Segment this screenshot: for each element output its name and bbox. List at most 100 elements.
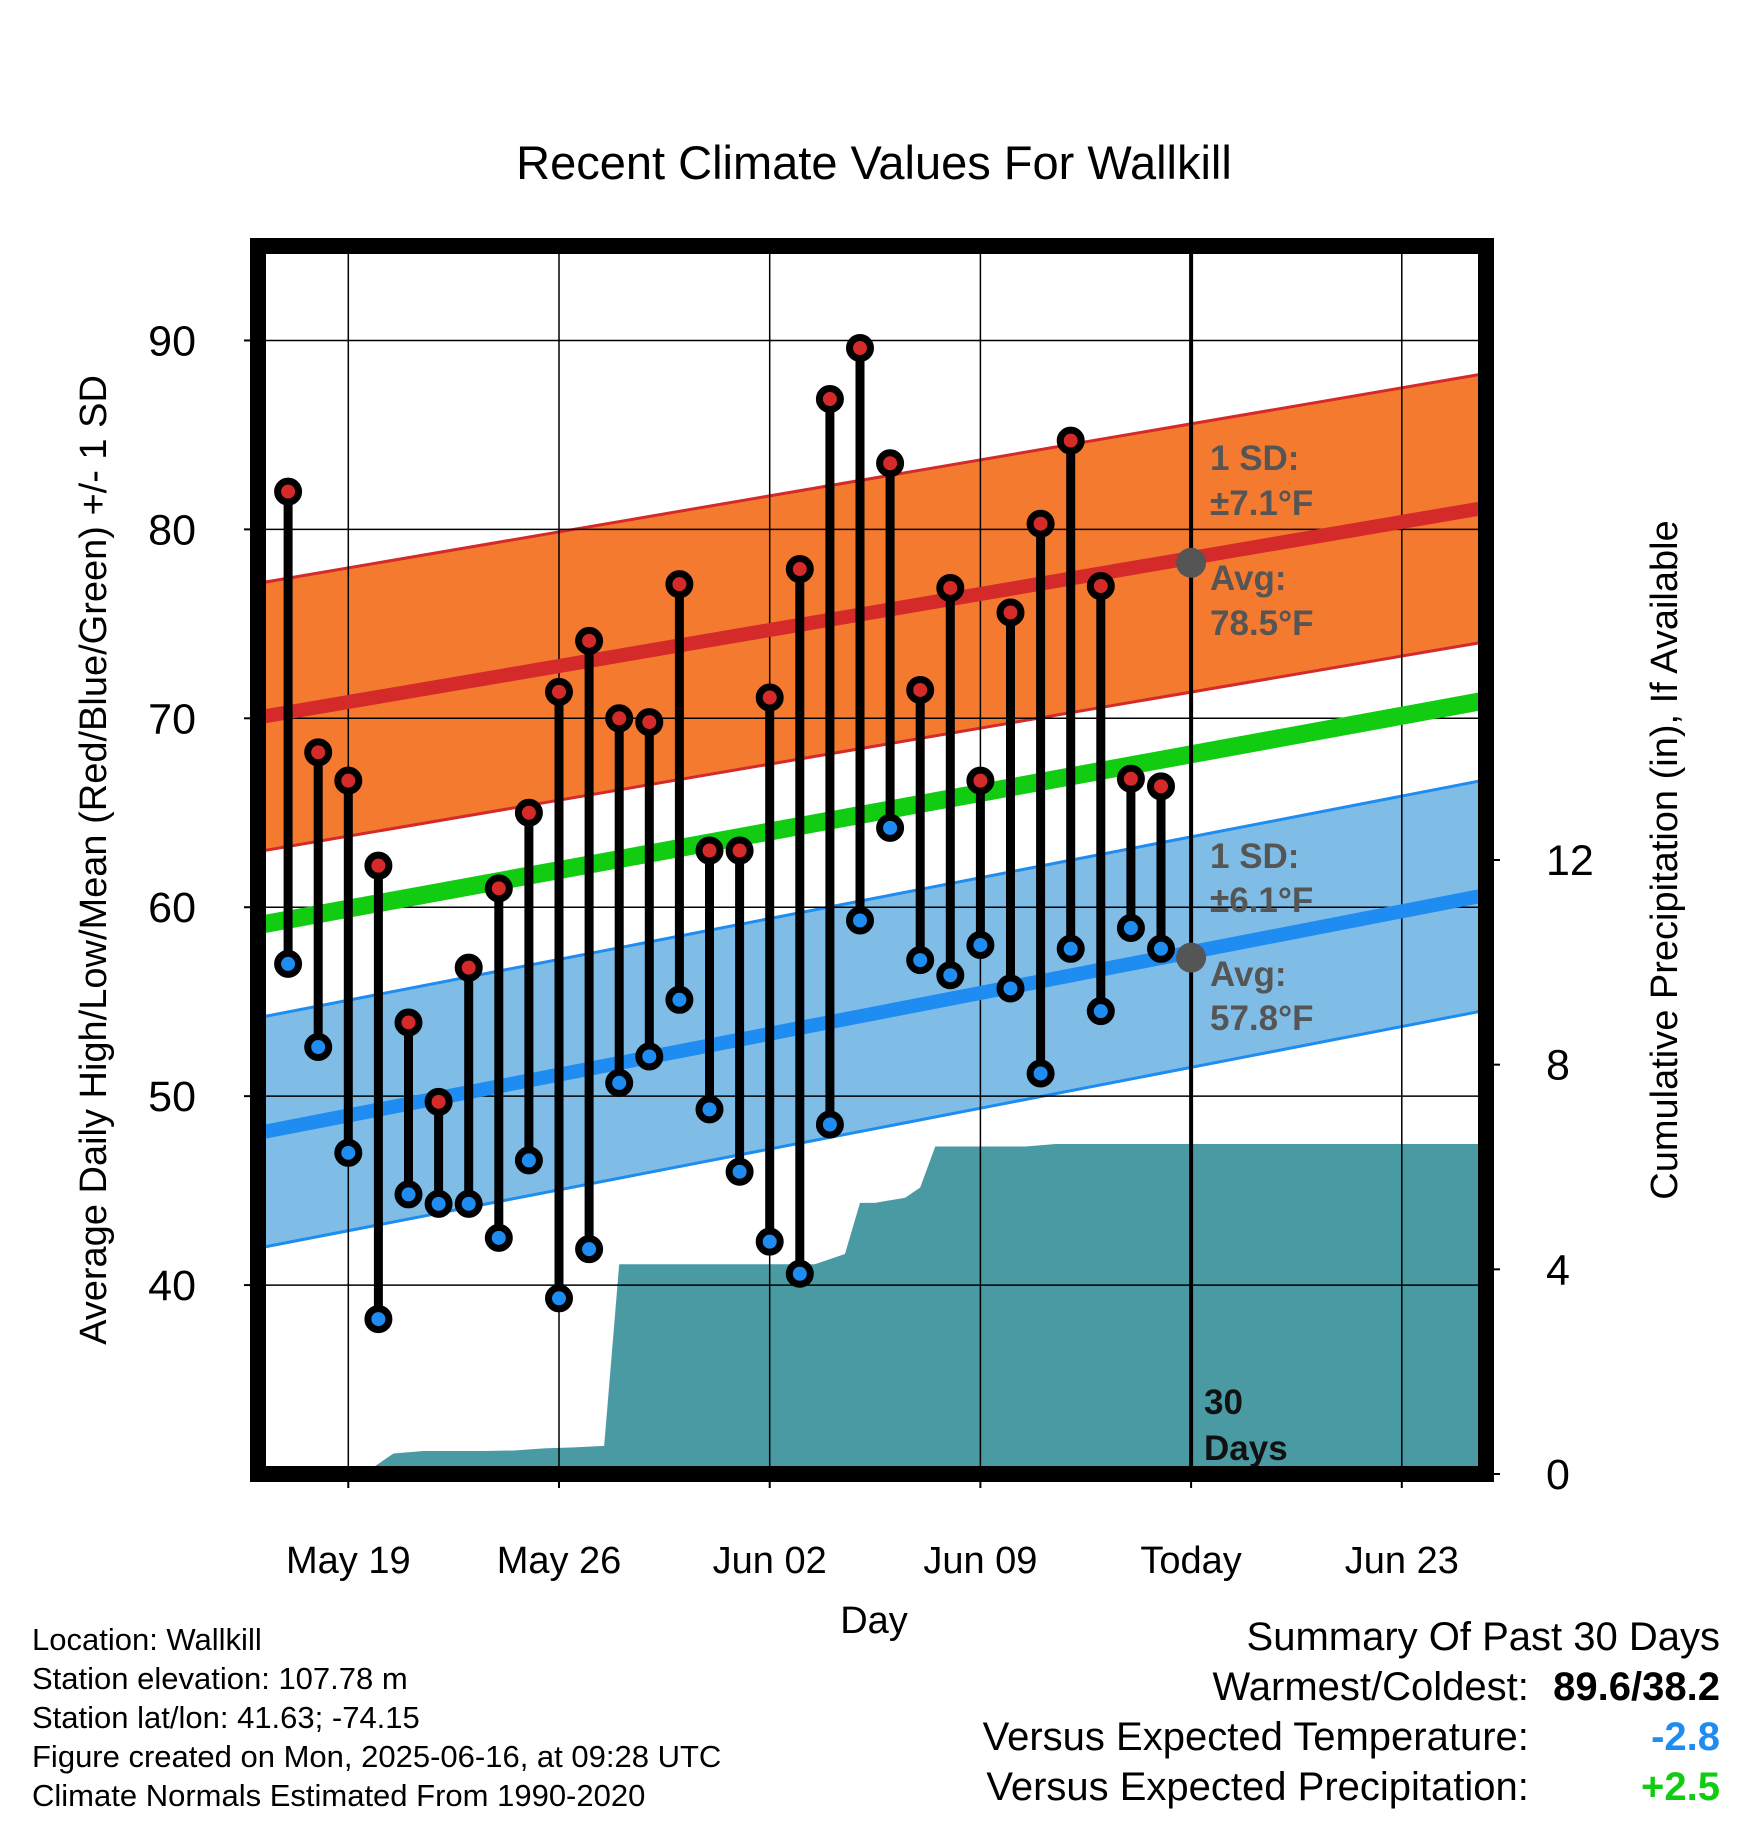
high-point [304, 738, 333, 767]
low-point [545, 1284, 573, 1313]
temp-anomaly-label: Versus Expected Temperature: [982, 1715, 1529, 1759]
precip-anomaly-label: Versus Expected Precipitation: [986, 1765, 1529, 1809]
created-text: Figure created on Mon, 2025-06-16, at 09… [32, 1739, 722, 1774]
today-avg-low-marker [1176, 942, 1207, 973]
high-point [635, 708, 664, 737]
low-point [755, 1227, 784, 1256]
low-point [996, 974, 1025, 1003]
precip-area [363, 1143, 1486, 1474]
normal-high-line [258, 500, 1486, 725]
low-point [484, 1223, 513, 1252]
low-point [364, 1305, 393, 1334]
x-tick-label: Jun 23 [1345, 1540, 1459, 1582]
x-tick-label: May 19 [286, 1540, 411, 1582]
x-tick-label: Today [1140, 1540, 1241, 1582]
x-tick-label: Jun 02 [713, 1540, 827, 1582]
high-point [394, 1008, 423, 1037]
low-point [1147, 934, 1175, 963]
warm-cold-label: Warmest/Coldest: [1212, 1665, 1529, 1709]
location-text: Location: Wallkill [32, 1622, 262, 1657]
warm-cold-row: Warmest/Coldest: 89.6/38.2 [983, 1662, 1721, 1712]
high-avg-value: 78.5°F [1210, 604, 1314, 643]
low-point [906, 946, 935, 975]
y-tick-label: 60 [148, 884, 196, 932]
summary-panel: Summary Of Past 30 Days Warmest/Coldest:… [983, 1612, 1720, 1812]
y-tick-label: 70 [148, 695, 196, 743]
elevation-text: Station elevation: 107.78 m [32, 1661, 408, 1696]
high-point [815, 385, 844, 414]
low-point [785, 1259, 814, 1288]
period-count-label: 30 [1204, 1383, 1243, 1422]
y2-axis-label: Cumulative Precipitation (in), If Availa… [1644, 520, 1686, 1199]
summary-title: Summary Of Past 30 Days [1246, 1615, 1720, 1659]
low-point [304, 1033, 333, 1062]
temp-anomaly-row: Versus Expected Temperature: -2.8 [983, 1712, 1720, 1762]
chart-title: Recent Climate Values For Wallkill [516, 136, 1232, 189]
today-avg-high-marker [1176, 547, 1207, 578]
low-point [1086, 997, 1115, 1026]
y-tick-label: 50 [148, 1073, 196, 1121]
high-point [906, 675, 935, 704]
high-point [334, 766, 363, 795]
high-point [695, 836, 724, 865]
x-tick-label: Jun 09 [923, 1540, 1037, 1582]
high-point [876, 449, 905, 478]
high-point [514, 798, 543, 827]
high-point [605, 704, 634, 733]
high-point [846, 334, 874, 363]
y2-tick-label: 4 [1546, 1246, 1570, 1294]
low-avg-label: Avg: [1210, 955, 1286, 994]
precip-anomaly-value: +2.5 [1641, 1765, 1720, 1809]
low-point [665, 985, 694, 1014]
x-tick-label: May 26 [497, 1540, 622, 1582]
low-point [966, 931, 995, 960]
low-point [815, 1110, 844, 1139]
high-point [1116, 764, 1145, 793]
high-point [274, 477, 303, 506]
y-axis-label: Average Daily High/Low/Mean (Red/Blue/Gr… [73, 375, 115, 1345]
high-point [1026, 509, 1055, 538]
high-sd-label: 1 SD: [1210, 439, 1299, 478]
y2-tick-label: 12 [1546, 837, 1594, 885]
low-point [876, 813, 905, 842]
high-point [364, 851, 393, 880]
low-point [454, 1189, 483, 1218]
high-avg-label: Avg: [1210, 559, 1286, 598]
low-point [605, 1068, 634, 1097]
high-point [966, 766, 995, 795]
high-point [454, 953, 483, 982]
high-point [424, 1087, 453, 1116]
low-point [1056, 934, 1085, 963]
warm-cold-value: 89.6/38.2 [1553, 1665, 1720, 1709]
low-point [514, 1146, 543, 1175]
low-avg-value: 57.8°F [1210, 999, 1314, 1038]
high-point [725, 836, 754, 865]
y-tick-label: 80 [148, 506, 196, 554]
low-point [725, 1157, 754, 1186]
station-info: Location: Wallkill Station elevation: 10… [32, 1620, 721, 1815]
temp-anomaly-value: -2.8 [1651, 1715, 1720, 1759]
y2-tick-label: 8 [1546, 1042, 1570, 1090]
high-point [936, 573, 965, 602]
normal-low-line [258, 887, 1486, 1141]
high-point [575, 626, 604, 655]
y2-tick-label: 0 [1546, 1451, 1570, 1499]
latlon-text: Station lat/lon: 41.63; -74.15 [32, 1700, 420, 1735]
low-point [695, 1095, 724, 1124]
high-point [1086, 572, 1115, 601]
high-point [484, 874, 513, 903]
low-point [575, 1235, 604, 1264]
high-point [1147, 772, 1175, 801]
low-sd-label: 1 SD: [1210, 837, 1299, 876]
high-point [785, 555, 814, 584]
high-point [1056, 426, 1085, 455]
low-point [274, 949, 303, 978]
low-point [1026, 1059, 1055, 1088]
low-sd-value: ±6.1°F [1210, 881, 1313, 920]
precip-anomaly-row: Versus Expected Precipitation: +2.5 [983, 1762, 1720, 1812]
low-point [635, 1042, 664, 1071]
high-point [545, 677, 573, 706]
y-tick-label: 40 [148, 1262, 196, 1310]
period-unit-label: Days [1204, 1429, 1288, 1468]
